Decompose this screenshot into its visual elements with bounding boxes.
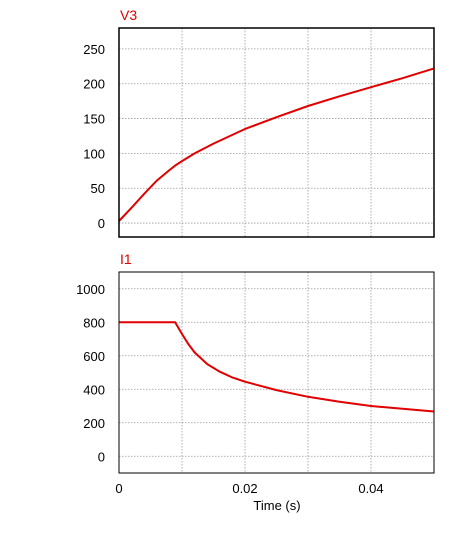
v3-y-tick-label: 50	[91, 181, 105, 196]
i1-x-tick-label: 0.02	[232, 481, 257, 496]
i1-y-axis: 0 200 400 600 800 1000	[76, 282, 105, 465]
v3-panel: V3 0 50 100 150 200 250	[83, 7, 435, 238]
v3-series-line	[118, 67, 435, 222]
i1-series-line	[119, 321, 435, 413]
i1-x-tick-label: 0.04	[358, 481, 383, 496]
i1-panel: I1 0 200 400 600 800 1000 0 0.02 0.04 Time (s)	[76, 251, 435, 513]
i1-y-tick-label: 400	[83, 382, 105, 397]
i1-y-tick-label: 800	[83, 315, 105, 330]
i1-plot-frame	[118, 271, 435, 474]
v3-y-axis: 0 50 100 150 200 250	[83, 42, 105, 231]
v3-plot-frame	[118, 27, 435, 238]
v3-y-tick-label: 200	[83, 77, 105, 92]
v3-grid	[118, 28, 435, 237]
v3-title: V3	[120, 7, 137, 23]
v3-y-tick-label: 100	[83, 146, 105, 161]
i1-y-tick-label: 600	[83, 349, 105, 364]
i1-y-tick-label: 0	[98, 449, 105, 464]
i1-y-tick-label: 200	[83, 416, 105, 431]
i1-grid	[118, 272, 435, 473]
i1-x-axis: 0 0.02 0.04	[115, 481, 383, 496]
x-axis-label: Time (s)	[253, 498, 300, 513]
i1-x-tick-label: 0	[115, 481, 122, 496]
v3-y-tick-label: 150	[83, 112, 105, 127]
i1-y-tick-label: 1000	[76, 282, 105, 297]
i1-title: I1	[120, 251, 132, 267]
v3-y-tick-label: 250	[83, 42, 105, 57]
v3-y-tick-label: 0	[98, 216, 105, 231]
